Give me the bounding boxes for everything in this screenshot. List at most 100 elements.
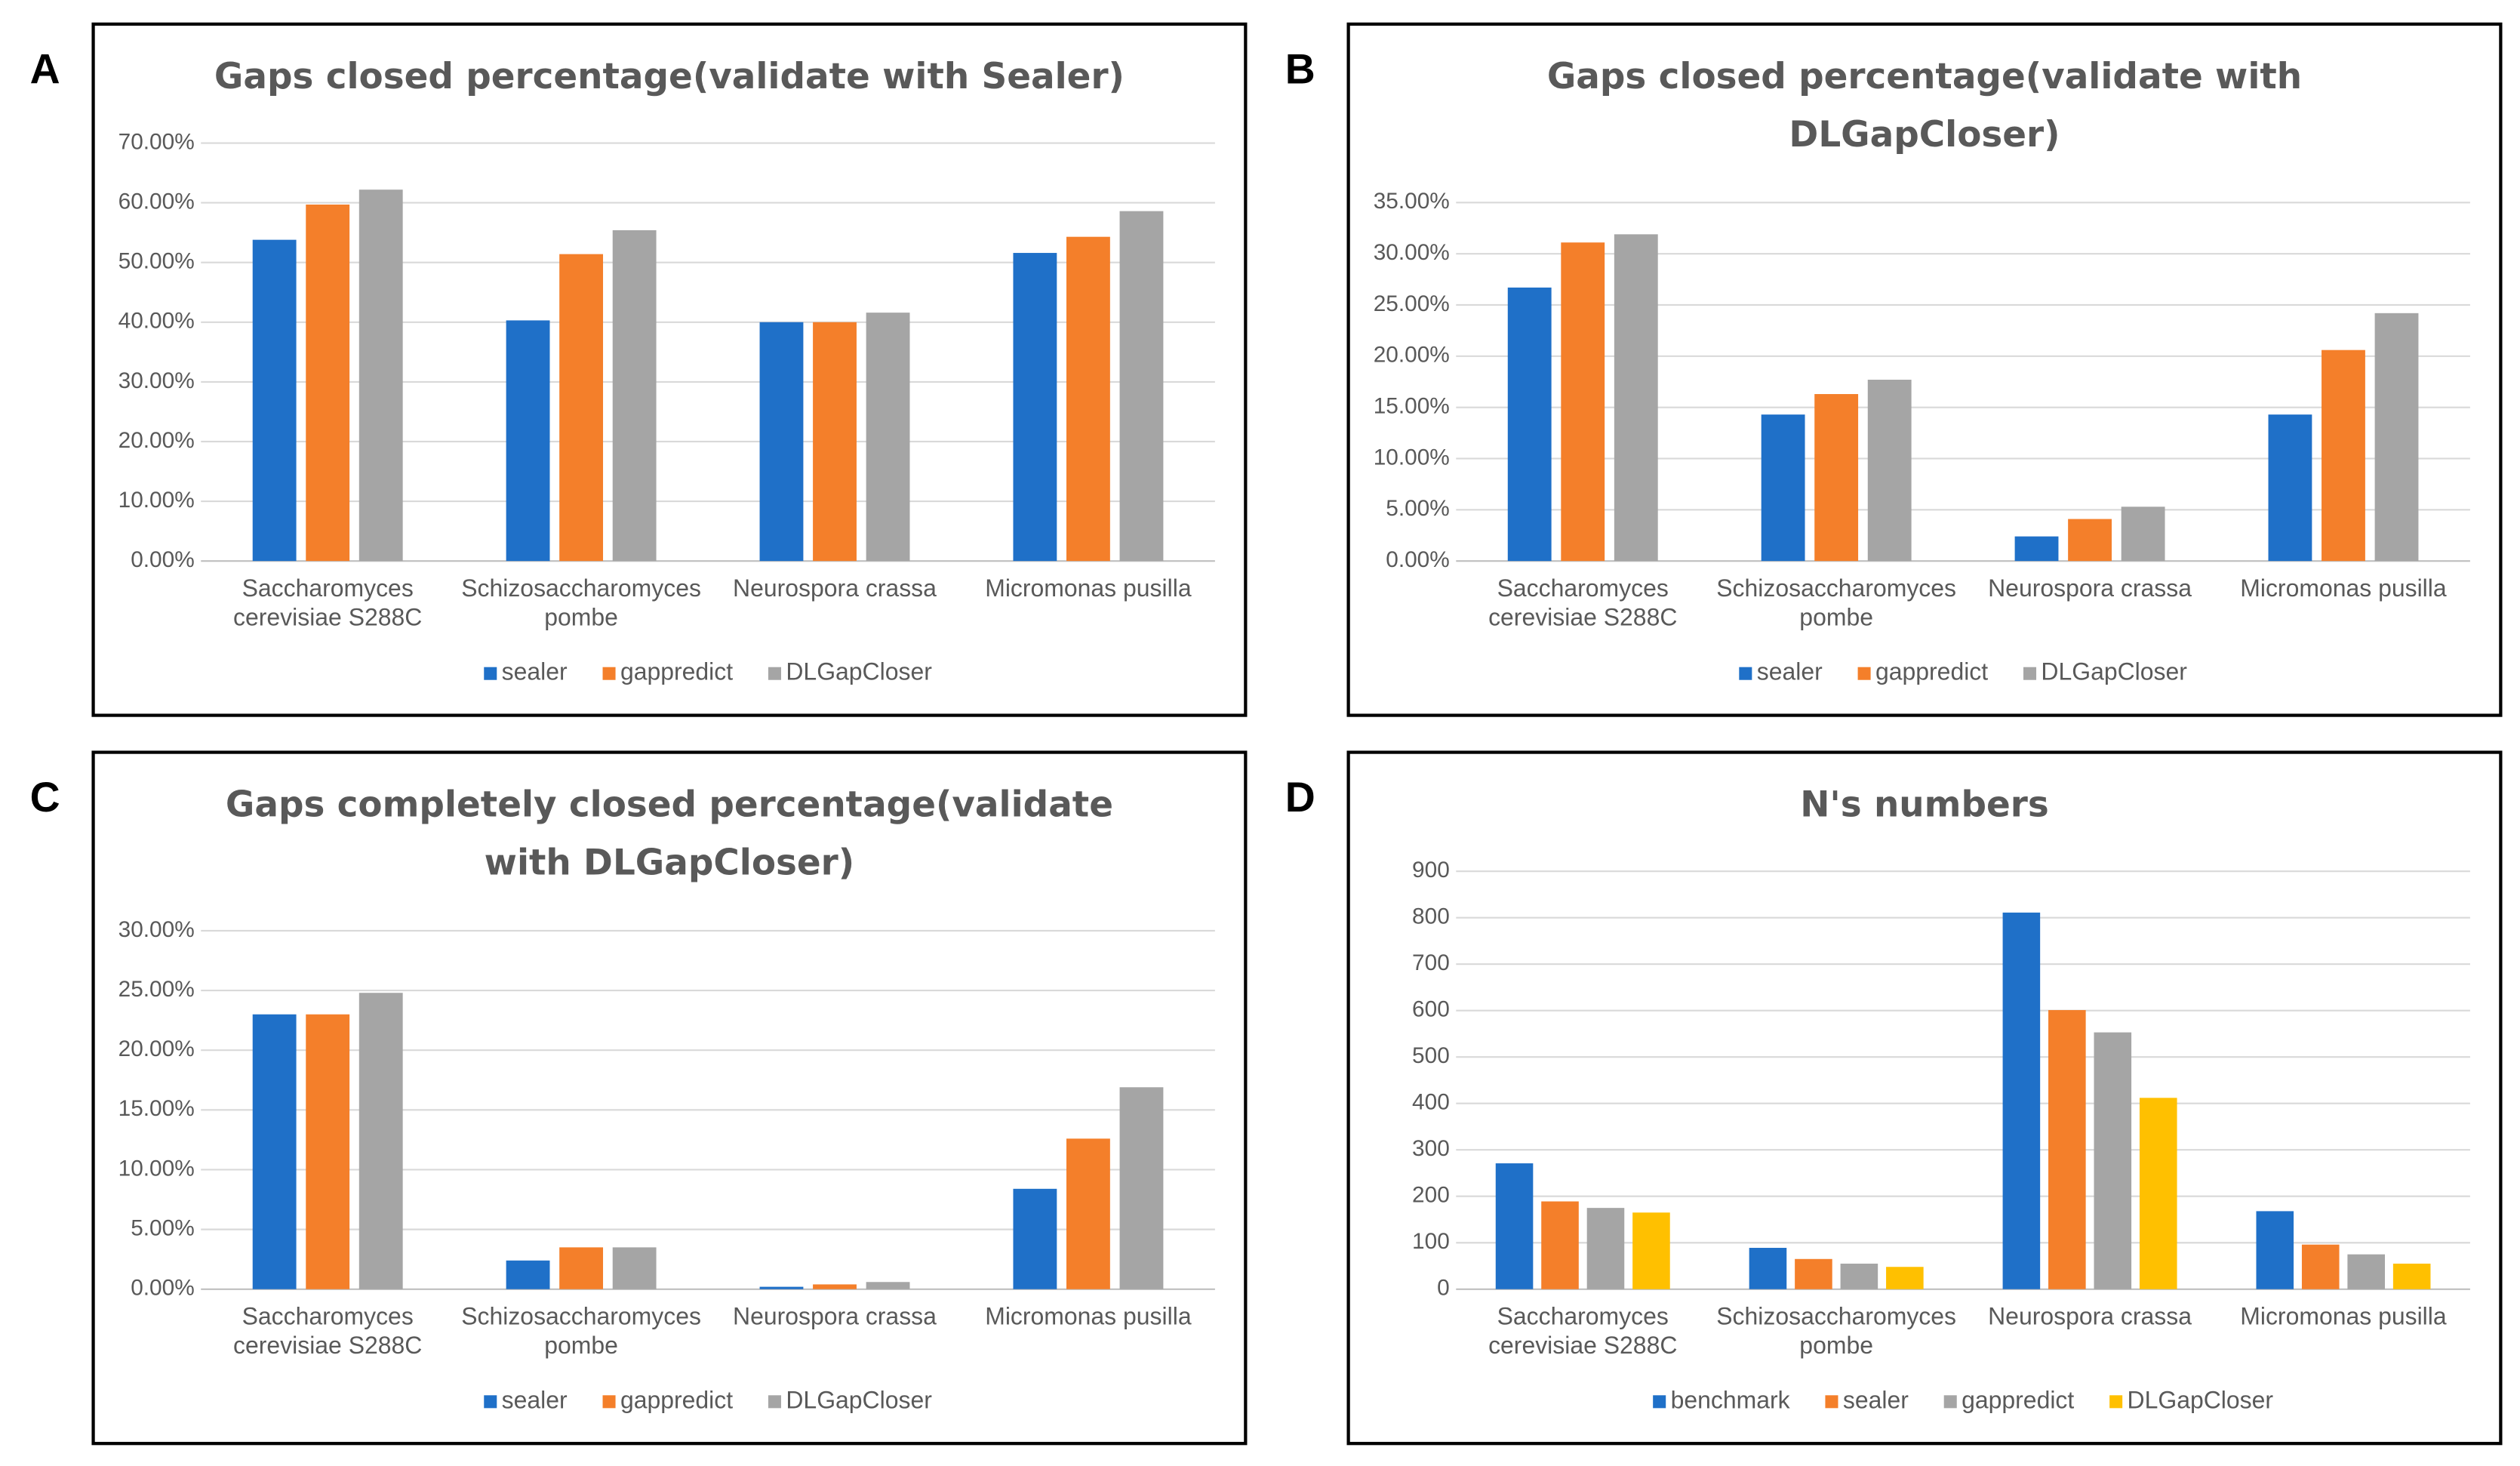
y-tick-label: 700	[1412, 950, 1450, 975]
bar	[866, 313, 910, 562]
legend-marker	[1825, 1395, 1838, 1409]
x-tick-label-box: Saccharomyces cerevisiae S288C	[233, 575, 423, 632]
chart-title-box: Gaps closed percentage(validate with DLG…	[1546, 57, 2303, 156]
bar	[1119, 1087, 1164, 1289]
bar	[2048, 1010, 2086, 1289]
legend-label: gappredict	[1875, 658, 1988, 685]
panel-letter: B	[1285, 45, 1315, 92]
panel-frame	[1346, 750, 2503, 1446]
legend-marker	[2023, 667, 2037, 680]
legend-label: DLGapCloser	[786, 658, 932, 685]
legend-marker	[484, 667, 497, 680]
legend: sealer gappredict DLGapCloser	[1739, 658, 2187, 685]
bar	[1561, 242, 1605, 562]
x-tick-label-box: Micromonas pusilla	[2240, 575, 2447, 603]
legend-marker	[1739, 667, 1752, 680]
x-tick-label-box: Neurospora crassa	[1988, 575, 2192, 602]
chart-title-box: N's numbers	[1800, 786, 2049, 826]
bar	[1795, 1258, 1832, 1289]
bar	[759, 322, 804, 562]
x-tick-label-box: Saccharomyces cerevisiae S288C	[1488, 575, 1677, 632]
x-tick-label-box: Schizosaccharomyces pombe	[1716, 575, 1956, 632]
bar	[559, 1247, 604, 1289]
bar	[1586, 1208, 1625, 1289]
x-tick-label-box: Saccharomyces cerevisiae S288C	[1488, 1304, 1677, 1360]
bar	[2068, 519, 2112, 562]
bar	[2322, 350, 2365, 562]
x-tick-label-box: Neurospora crassa	[1988, 1304, 2192, 1331]
legend-label: DLGapCloser	[2041, 658, 2187, 685]
x-tick-label: Neurospora crassa	[733, 575, 937, 603]
bar	[1761, 414, 1805, 562]
bar	[1867, 380, 1912, 562]
bar	[1013, 1188, 1057, 1289]
y-tick-label: 600	[1412, 997, 1450, 1022]
x-tick-label-box: Neurospora crassa	[733, 575, 937, 603]
bar	[2392, 1263, 2431, 1289]
legend-label: sealer	[502, 658, 568, 685]
x-tick-label: Saccharomyces cerevisiae S288C	[233, 1303, 423, 1360]
bar	[1632, 1212, 1670, 1289]
legend: sealer gappredict DLGapCloser	[484, 658, 932, 685]
y-tick-label: 10.00%	[118, 1156, 195, 1181]
chart-title: Gaps closed percentage(validate with Sea…	[214, 57, 1125, 98]
x-tick-label-box: Micromonas pusilla	[985, 1304, 1191, 1331]
bar	[2002, 912, 2041, 1289]
y-tick-label: 0	[1437, 1276, 1450, 1301]
y-tick-label: 200	[1412, 1183, 1450, 1208]
y-tick-label: 5.00%	[131, 1216, 195, 1241]
y-tick-label: 500	[1412, 1043, 1450, 1068]
bar	[2268, 414, 2312, 562]
x-tick-label: Micromonas pusilla	[2240, 575, 2447, 603]
bar	[1507, 287, 1552, 562]
y-tick-label: 300	[1412, 1136, 1450, 1161]
y-tick-label: 10.00%	[1374, 445, 1450, 470]
x-tick-label-box: Micromonas pusilla	[985, 575, 1192, 603]
legend: benchmark sealer gappredict DLGapCloser	[1653, 1386, 2273, 1413]
y-tick-label: 5.00%	[1386, 496, 1450, 521]
chart-title: Gaps closed percentage(validate with DLG…	[1546, 57, 2303, 156]
bar	[2256, 1211, 2294, 1289]
y-tick-label: 30.00%	[1374, 240, 1450, 265]
x-tick-label: Saccharomyces cerevisiae S288C	[233, 575, 423, 632]
y-tick-label: 20.00%	[118, 428, 195, 453]
legend-label: benchmark	[1671, 1386, 1791, 1413]
bar	[2094, 1032, 2132, 1289]
bar	[358, 189, 403, 562]
bar	[252, 1014, 297, 1289]
bar	[506, 320, 550, 562]
bar	[759, 1286, 804, 1289]
bar	[2374, 313, 2419, 562]
panel-letter: C	[30, 774, 60, 821]
y-tick-label: 30.00%	[118, 368, 195, 393]
legend-marker	[602, 1395, 616, 1409]
y-tick-label: 30.00%	[118, 917, 195, 942]
x-tick-label: Micromonas pusilla	[985, 575, 1192, 603]
x-tick-label: Schizosaccharomyces pombe	[1716, 1303, 1957, 1360]
x-tick-label-box: Micromonas pusilla	[2240, 1304, 2446, 1331]
y-tick-label: 100	[1412, 1229, 1450, 1254]
bar	[612, 1247, 657, 1289]
y-tick-label: 0.00%	[1386, 547, 1450, 572]
bar	[559, 254, 604, 562]
x-tick-label-box: Schizosaccharomyces pombe	[1716, 1303, 1957, 1360]
y-tick-label: 15.00%	[118, 1096, 195, 1121]
legend-marker	[1653, 1395, 1666, 1409]
panel-frame	[91, 22, 1248, 717]
legend-marker	[768, 667, 781, 680]
x-tick-label-box: Neurospora crassa	[733, 1304, 937, 1331]
bar	[1541, 1201, 1579, 1289]
legend-marker	[1943, 1395, 1957, 1409]
panel-frame	[1346, 22, 2503, 717]
chart-title: Gaps completely closed percentage(valida…	[225, 786, 1113, 885]
y-tick-label: 50.00%	[118, 249, 195, 274]
y-tick-label: 60.00%	[118, 189, 195, 214]
y-tick-label: 40.00%	[118, 309, 195, 334]
bar	[252, 239, 297, 562]
bar	[813, 1284, 857, 1289]
y-tick-label: 20.00%	[1374, 343, 1450, 368]
bar	[1814, 394, 1859, 562]
y-tick-label: 900	[1412, 858, 1450, 882]
x-tick-label-box: Schizosaccharomyces pombe	[461, 575, 701, 632]
